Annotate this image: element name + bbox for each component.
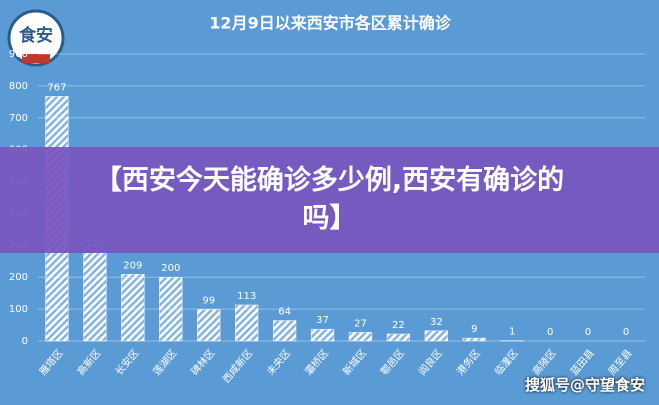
bar	[159, 276, 183, 342]
x-tick-label: 高新区	[74, 347, 103, 378]
y-tick-label: 700	[9, 113, 28, 124]
data-label: 0	[547, 327, 553, 338]
bar	[386, 333, 411, 342]
y-tick-label: 100	[9, 304, 28, 315]
banner-text: 【西安今天能确诊多少例,西安有确诊的吗】	[94, 165, 565, 234]
x-tick-label: 灞桥区	[303, 347, 331, 378]
x-tick-label: 未央区	[264, 347, 293, 378]
x-tick-label: 雁塔区	[36, 347, 65, 378]
data-label: 27	[354, 318, 367, 329]
data-label: 209	[123, 260, 142, 271]
chart-title: 12月9日以来西安市各区累计确诊	[209, 14, 451, 33]
data-label: 1	[509, 327, 515, 338]
bar	[462, 337, 486, 342]
y-tick-label: 0	[22, 336, 28, 347]
data-label: 0	[623, 327, 629, 338]
data-label: 0	[585, 327, 591, 338]
data-label: 767	[47, 82, 66, 93]
x-tick-label: 西咸新区	[220, 347, 256, 386]
data-label: 99	[202, 295, 215, 306]
data-label: 64	[278, 307, 291, 318]
y-tick-label: 900	[9, 49, 28, 60]
logo: 食安	[7, 9, 65, 67]
bar	[83, 252, 107, 342]
bar	[121, 274, 145, 342]
bar	[310, 328, 335, 342]
x-tick-label: 阎良区	[416, 347, 445, 378]
y-tick-label: 200	[9, 272, 28, 283]
x-tick-label: 新城区	[340, 347, 369, 378]
bar	[235, 304, 259, 342]
data-label: 37	[316, 315, 329, 326]
banner: 【西安今天能确诊多少例,西安有确诊的吗】	[0, 147, 659, 253]
x-tick-label: 港务区	[454, 347, 483, 378]
bar	[424, 330, 448, 342]
x-tick-label: 莲湖区	[151, 347, 179, 378]
data-label: 32	[430, 317, 443, 328]
logo-text: 食安	[19, 25, 53, 46]
x-tick-label: 临潼区	[492, 347, 521, 378]
y-tick-label: 800	[9, 81, 28, 92]
bar	[272, 320, 297, 342]
data-label: 22	[392, 320, 405, 331]
watermark: 搜狐号@守望食安	[524, 376, 645, 394]
x-tick-label: 碑林区	[188, 347, 217, 378]
data-label: 9	[471, 324, 477, 335]
data-label: 113	[237, 291, 256, 302]
x-tick-label: 长安区	[112, 347, 141, 378]
bar	[197, 309, 221, 342]
bar	[348, 332, 373, 342]
data-label: 200	[161, 263, 180, 274]
x-tick-label: 鄠邑区	[379, 347, 407, 378]
